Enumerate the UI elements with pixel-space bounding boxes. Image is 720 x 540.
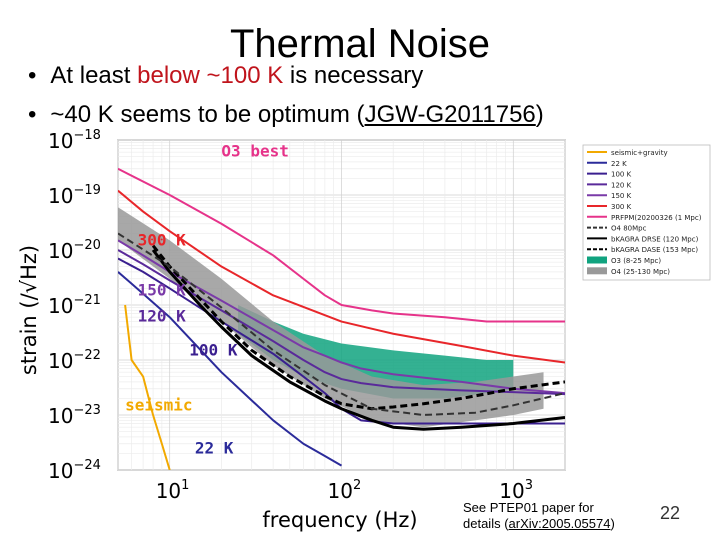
annotation-150-k: 150 K <box>138 280 187 299</box>
series-300-k <box>118 189 565 364</box>
tick-base: 10 <box>48 349 73 373</box>
annotation-22-k: 22 K <box>195 438 234 457</box>
footnote-line-2: details (arXiv:2005.05574) <box>463 516 615 532</box>
bullet-2: • ~40 K seems to be optimum (JGW-G2011756… <box>28 101 544 128</box>
series-bkagra-drse-120-mpc <box>151 249 565 431</box>
tick-exponent: −21 <box>73 293 100 308</box>
bullet-2-suffix: ) <box>535 101 544 128</box>
annotation-100-k: 100 K <box>189 341 238 360</box>
plot-content <box>118 167 565 470</box>
legend-item-o4-25-130-mpc: O4 (25-130 Mpc) <box>611 268 670 276</box>
annotation-120-k: 120 K <box>138 307 187 326</box>
tick-base: 10 <box>48 184 73 208</box>
tick-base: 10 <box>328 479 353 503</box>
y-tick-label: 10−22 <box>48 348 101 373</box>
legend-item-bkagra-dase-153-mpc: bKAGRA DASE (153 Mpc) <box>611 246 698 254</box>
tick-base: 10 <box>48 404 73 428</box>
y-tick-label: 10−21 <box>48 293 101 318</box>
series-120-k <box>118 249 565 396</box>
legend-swatch <box>587 256 607 264</box>
bullet-2-prefix: ~40 K seems to be optimum ( <box>50 101 365 128</box>
footnote: See PTEP01 paper for details (arXiv:2005… <box>463 500 615 532</box>
footnote-prefix: details ( <box>463 516 509 531</box>
footnote-line-1: See PTEP01 paper for <box>463 500 594 515</box>
annotation-seismic: seismic <box>125 396 192 415</box>
slide-title: Thermal Noise <box>229 22 491 66</box>
tick-base: 10 <box>499 479 524 503</box>
y-tick-label: 10−23 <box>48 403 101 428</box>
legend-item-o3-8-25-mpc: O3 (8-25 Mpc) <box>611 257 661 265</box>
y-tick-label: 10−19 <box>48 183 101 208</box>
tick-base: 10 <box>48 459 73 483</box>
legend-item-100-k: 100 K <box>611 171 632 179</box>
slide-number: 22 <box>660 503 681 523</box>
series-o4-80mpc <box>118 232 565 416</box>
legend-item-120-k: 120 K <box>611 181 632 189</box>
series-seismic-gravity <box>124 304 171 470</box>
legend-swatch <box>587 267 607 275</box>
legend-item-seismic-gravity: seismic+gravity <box>611 149 668 157</box>
tick-exponent: 1 <box>181 478 189 493</box>
y-tick-label: 10−20 <box>48 238 101 263</box>
band-o4-25-130-mpc <box>118 207 544 428</box>
legend-item-150-k: 150 K <box>611 192 632 200</box>
tick-exponent: −18 <box>73 128 100 143</box>
legend-item-prfpm-20200326-1-mpc: PRFPM(20200326 (1 Mpc) <box>611 214 702 222</box>
tick-exponent: −19 <box>73 183 100 198</box>
tick-exponent: −24 <box>73 458 100 473</box>
tick-base: 10 <box>48 294 73 318</box>
bullet-2-link[interactable]: JGW-G2011756 <box>364 101 536 128</box>
annotation-300-k: 300 K <box>138 231 187 250</box>
footnote-link[interactable]: arXiv:2005.05574 <box>508 516 611 531</box>
tick-exponent: 3 <box>525 478 533 493</box>
bullet-1: • At least below ~100 K is necessary <box>28 62 424 89</box>
legend-item-300-k: 300 K <box>611 203 632 211</box>
legend-item-o4-80mpc: O4 80Mpc <box>611 225 647 233</box>
tick-exponent: −20 <box>73 238 100 253</box>
tick-base: 10 <box>48 239 73 263</box>
series-100-k <box>118 257 565 425</box>
annotation-o3-best: O3 best <box>221 142 288 161</box>
y-tick-label: 10−18 <box>48 128 101 153</box>
series-22-k <box>118 271 343 467</box>
x-tick-label: 103 <box>499 478 533 503</box>
y-tick-label: 10−24 <box>48 458 101 483</box>
bullet-1-prefix: At least <box>50 62 138 89</box>
legend: seismic+gravity 22 K 100 K 120 K 150 K 300 K P… <box>582 144 711 281</box>
y-axis-label: strain (/√Hz) <box>17 245 41 375</box>
series-bkagra-dase-153-mpc <box>151 244 565 411</box>
tick-base: 10 <box>48 129 73 153</box>
legend-item-22-k: 22 K <box>611 160 627 168</box>
series-prfpm-20200326-1-mpc <box>118 167 565 323</box>
bullet-1-highlight: below ~100 K <box>137 62 284 89</box>
tick-base: 10 <box>156 479 181 503</box>
x-axis-label: frequency (Hz) <box>262 508 417 532</box>
x-tick-label: 101 <box>156 478 190 503</box>
legend-item-bkagra-drse-120-mpc: bKAGRA DRSE (120 Mpc) <box>611 235 699 243</box>
tick-exponent: −22 <box>73 348 100 363</box>
tick-exponent: −23 <box>73 403 100 418</box>
x-tick-label: 102 <box>328 478 362 503</box>
tick-exponent: 2 <box>353 478 361 493</box>
bullet-1-suffix: is necessary <box>283 62 424 89</box>
footnote-suffix: ) <box>610 516 615 531</box>
